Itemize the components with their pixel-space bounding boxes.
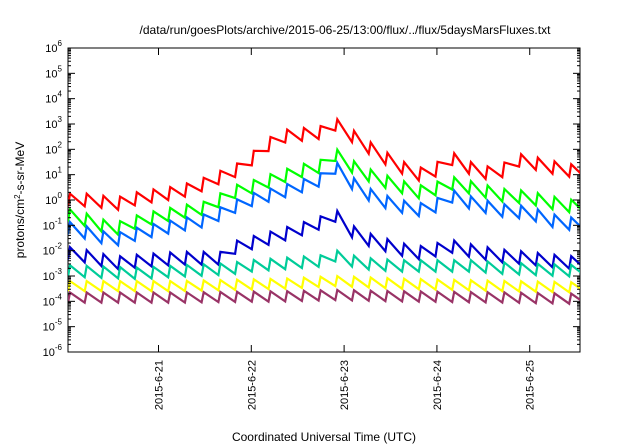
y-tick-label: 102 [45, 140, 62, 156]
series-layer [68, 116, 580, 306]
y-tick-label: 103 [45, 115, 62, 131]
series-line-2 [68, 159, 580, 248]
series-line-5 [68, 274, 580, 295]
y-tick-label: 101 [45, 166, 62, 182]
y-tick-label: 10-4 [43, 292, 63, 308]
x-tick-label: 2015-6-21 [153, 360, 165, 410]
plot-area: 10-6 10-5 10-4 10-3 10-2 10-1 100 101 102 103 104 1… [43, 39, 581, 410]
y-tick-label: 106 [45, 39, 62, 55]
y-tick-label: 10-1 [43, 216, 63, 232]
series-line-1 [68, 146, 580, 237]
x-tick-label: 2015-6-22 [246, 360, 258, 410]
x-axis-label: Coordinated Universal Time (UTC) [232, 430, 416, 444]
series-line-4 [68, 248, 580, 281]
series-line-0 [68, 116, 580, 213]
x-tick-label: 2015-6-23 [339, 360, 351, 410]
x-axis-ticks: 2015-6-21 2015-6-22 2015-6-23 2015-6-24 2015… [153, 48, 537, 410]
x-tick-label: 2015-6-25 [525, 360, 537, 410]
y-axis-label: protons/cm2-s-sr-MeV [13, 142, 28, 258]
y-tick-label: 10-2 [43, 242, 63, 258]
chart-title: /data/run/goesPlots/archive/2015-06-25/1… [140, 23, 552, 37]
y-tick-label: 100 [45, 191, 62, 207]
y-tick-label: 10-3 [43, 267, 63, 283]
x-tick-label: 2015-6-24 [432, 360, 444, 410]
y-tick-label: 104 [45, 90, 62, 106]
series-line-6 [68, 288, 580, 306]
series-line-3 [68, 207, 580, 272]
y-tick-label: 105 [45, 64, 62, 80]
y-tick-label: 10-6 [43, 343, 63, 359]
y-axis-ticks: 10-6 10-5 10-4 10-3 10-2 10-1 100 101 102 103 104 1… [43, 39, 580, 359]
y-tick-label: 10-5 [43, 318, 63, 334]
